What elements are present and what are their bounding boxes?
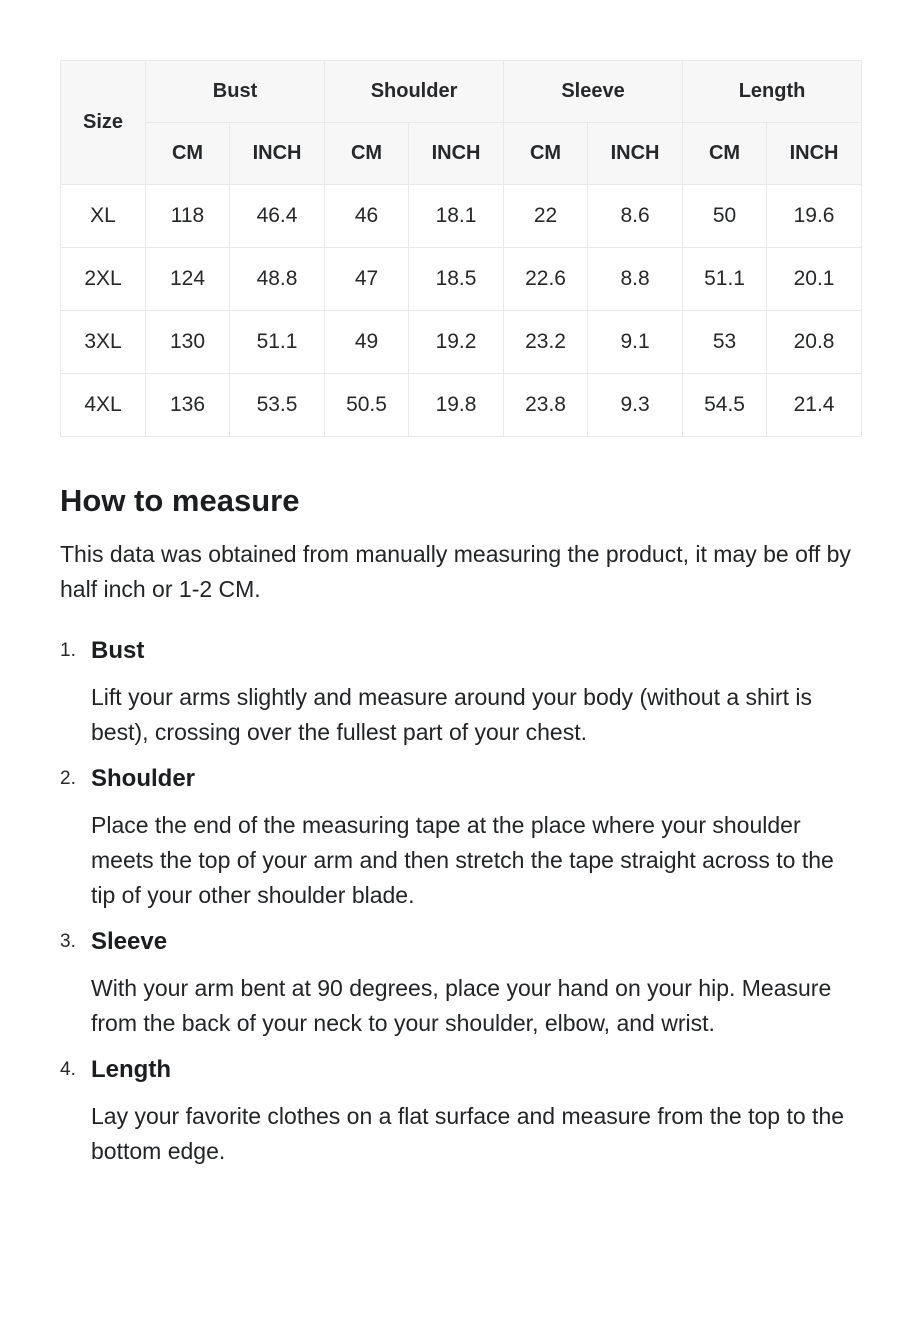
measure-steps-list: 1. Bust Lift your arms slightly and meas… — [60, 633, 860, 1169]
step-description: Place the end of the measuring tape at t… — [91, 812, 834, 908]
table-row: XL 118 46.4 46 18.1 22 8.6 50 19.6 — [60, 184, 863, 248]
step-number: 4. — [60, 1059, 76, 1080]
step-body: Shoulder Place the end of the measuring … — [91, 761, 860, 913]
value-cell: 18.1 — [408, 184, 505, 248]
table-row: 3XL 130 51.1 49 19.2 23.2 9.1 53 20.8 — [60, 310, 863, 374]
unit-header: INCH — [228, 122, 326, 185]
table-row: 2XL 124 48.8 47 18.5 22.6 8.8 51.1 20.1 — [60, 247, 863, 311]
column-header-size: Size — [60, 60, 146, 185]
value-cell: 18.5 — [408, 247, 505, 311]
column-group-length: Length — [682, 60, 863, 123]
unit-header: CM — [145, 122, 230, 185]
measure-intro-text: This data was obtained from manually mea… — [60, 541, 851, 602]
step-title-length: Length — [91, 1056, 171, 1083]
step-number: 2. — [60, 768, 76, 789]
value-cell: 53 — [682, 310, 768, 374]
step-body: Length Lay your favorite clothes on a fl… — [91, 1052, 860, 1169]
step-description: Lay your favorite clothes on a flat surf… — [91, 1103, 845, 1164]
value-cell: 22 — [503, 184, 589, 248]
list-item: 2. Shoulder Place the end of the measuri… — [60, 761, 860, 913]
step-title-sleeve: Sleeve — [91, 928, 168, 955]
value-cell: 124 — [145, 247, 230, 311]
table-row: 4XL 136 53.5 50.5 19.8 23.8 9.3 54.5 21.… — [60, 373, 863, 437]
unit-header: CM — [324, 122, 410, 185]
list-item: 3. Sleeve With your arm bent at 90 degre… — [60, 924, 860, 1041]
value-cell: 53.5 — [228, 373, 326, 437]
value-cell: 54.5 — [682, 373, 768, 437]
value-cell: 23.2 — [503, 310, 589, 374]
size-cell: 4XL — [60, 373, 146, 437]
step-title-bust: Bust — [91, 637, 145, 664]
column-group-shoulder: Shoulder — [324, 60, 505, 123]
table-header-row-groups: Size Bust Shoulder Sleeve Length — [60, 60, 863, 185]
value-cell: 9.1 — [587, 310, 684, 374]
step-description: With your arm bent at 90 degrees, place … — [91, 975, 832, 1036]
value-cell: 136 — [145, 373, 230, 437]
step-body: Bust Lift your arms slightly and measure… — [91, 633, 860, 750]
unit-header: INCH — [766, 122, 863, 185]
column-group-sleeve: Sleeve — [503, 60, 684, 123]
value-cell: 19.6 — [766, 184, 863, 248]
value-cell: 20.1 — [766, 247, 863, 311]
value-cell: 130 — [145, 310, 230, 374]
value-cell: 8.6 — [587, 184, 684, 248]
value-cell: 46.4 — [228, 184, 326, 248]
value-cell: 23.8 — [503, 373, 589, 437]
value-cell: 51.1 — [228, 310, 326, 374]
value-cell: 47 — [324, 247, 410, 311]
unit-header: INCH — [408, 122, 505, 185]
value-cell: 19.8 — [408, 373, 505, 437]
column-group-bust: Bust — [144, 60, 326, 123]
size-cell: XL — [60, 184, 146, 248]
how-to-measure-heading: How to measure — [60, 483, 300, 518]
value-cell: 21.4 — [766, 373, 863, 437]
value-cell: 49 — [324, 310, 410, 374]
value-cell: 50.5 — [324, 373, 410, 437]
step-number: 1. — [60, 640, 76, 661]
step-number: 3. — [60, 931, 76, 952]
value-cell: 20.8 — [766, 310, 863, 374]
value-cell: 19.2 — [408, 310, 505, 374]
table-header-row-units: CM INCH CM INCH CM INCH CM INCH — [61, 122, 863, 185]
value-cell: 8.8 — [587, 247, 684, 311]
unit-header: INCH — [587, 122, 684, 185]
value-cell: 51.1 — [682, 247, 768, 311]
value-cell: 48.8 — [228, 247, 326, 311]
size-cell: 2XL — [60, 247, 146, 311]
size-chart-table: Size Bust Shoulder Sleeve Length CM INCH… — [60, 60, 863, 437]
unit-header: CM — [503, 122, 589, 185]
value-cell: 50 — [682, 184, 768, 248]
list-item: 4. Length Lay your favorite clothes on a… — [60, 1052, 860, 1169]
step-title-shoulder: Shoulder — [91, 765, 196, 792]
value-cell: 22.6 — [503, 247, 589, 311]
value-cell: 9.3 — [587, 373, 684, 437]
value-cell: 118 — [145, 184, 230, 248]
step-body: Sleeve With your arm bent at 90 degrees,… — [91, 924, 860, 1041]
step-description: Lift your arms slightly and measure arou… — [91, 684, 812, 745]
list-item: 1. Bust Lift your arms slightly and meas… — [60, 633, 860, 750]
value-cell: 46 — [324, 184, 410, 248]
unit-header: CM — [682, 122, 768, 185]
size-cell: 3XL — [60, 310, 146, 374]
size-guide-page: Size Bust Shoulder Sleeve Length CM INCH… — [60, 60, 863, 1169]
